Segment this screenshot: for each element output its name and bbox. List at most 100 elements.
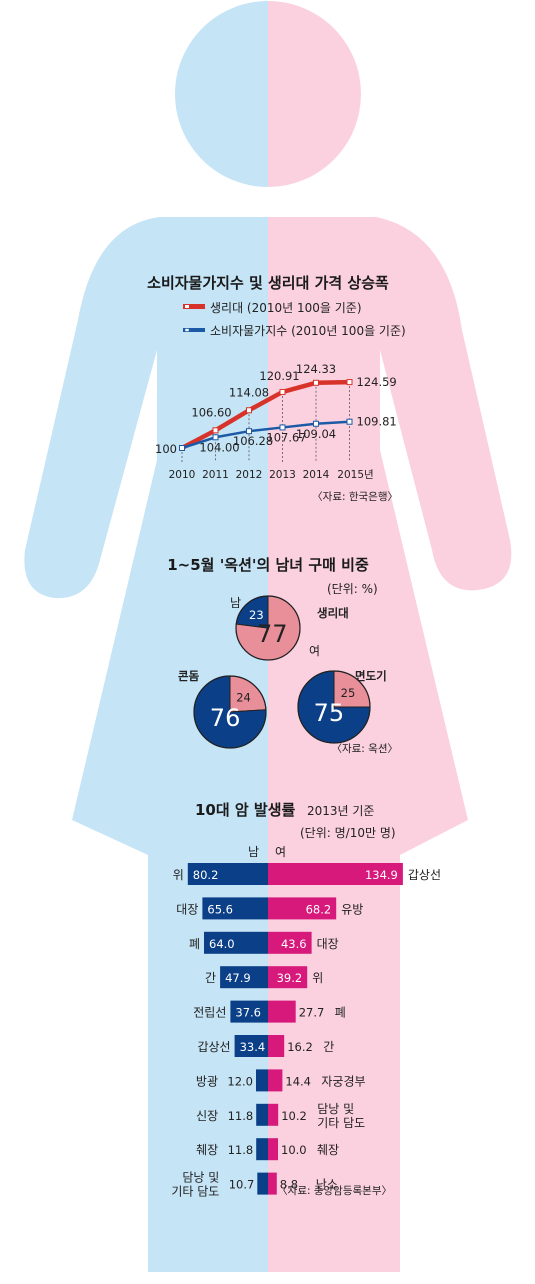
data-point — [313, 379, 319, 386]
pie-label-condom: 콘돔 — [178, 669, 200, 683]
data-point — [246, 407, 252, 414]
pie-legend-female: 여 — [309, 644, 320, 658]
pie-label-razor: 면도기 — [355, 669, 387, 683]
bar-category-female: 폐 — [335, 1006, 346, 1020]
bar-value-female: 8.8 — [280, 1178, 298, 1192]
pie-value-minor: 23 — [249, 608, 264, 622]
cancer-bars: 80.2 위 65.6 대장 64.0 폐 47.9 간 37.6 전립선 33.4 갑상선 12.0 방… — [171, 863, 441, 1199]
bar-category-male: 방광 — [196, 1074, 218, 1088]
line-chart-title: 소비자물가지수 및 생리대 가격 상승폭 — [147, 274, 389, 292]
bar-value-male: 12.0 — [227, 1074, 253, 1088]
value-label-pad-price: 120.91 — [259, 369, 299, 383]
pie-value-minor: 24 — [236, 691, 251, 705]
value-label-cpi: 106.28 — [233, 434, 273, 448]
value-label-pad-price: 106.60 — [191, 405, 231, 419]
data-point — [346, 418, 353, 425]
value-label-pad-price: 100 — [155, 442, 177, 456]
value-label-pad-price: 124.33 — [296, 362, 336, 376]
bar-category-female: 갑상선 — [408, 868, 441, 882]
line-chart-plot: 2010 2011 2012 2013 2014 2015년 100 106.60 114.08… — [155, 362, 397, 481]
bar-value-female: 16.2 — [287, 1040, 313, 1054]
pie-label-pad: 생리대 — [317, 606, 349, 620]
bar-female — [268, 966, 308, 989]
bar-value-female: 39.2 — [277, 971, 303, 985]
bar-female — [268, 1172, 277, 1195]
bar-male — [202, 897, 268, 920]
pie-source: 〈자료: 옥션〉 — [331, 743, 398, 755]
bar-value-female: 10.0 — [281, 1143, 307, 1157]
bar-female — [268, 1103, 279, 1126]
cancer-chart-unit: (단위: 명/10만 명) — [300, 826, 396, 840]
cancer-source: 〈자료: 중앙암등록본부〉 — [277, 1185, 392, 1197]
bar-value-male: 11.8 — [228, 1109, 254, 1123]
pie-legend-male: 남 — [230, 596, 241, 610]
bar-category-male: 담낭 및 — [182, 1171, 219, 1185]
bar-category-female: 난소 — [316, 1178, 338, 1192]
value-label-cpi: 109.81 — [357, 415, 397, 429]
value-label-cpi: 104.00 — [199, 440, 239, 454]
data-point — [279, 424, 286, 431]
value-label-pad-price: 114.08 — [229, 385, 269, 399]
data-point — [246, 428, 252, 435]
series-line-cpi — [181, 420, 350, 450]
bar-value-female: 43.6 — [281, 937, 307, 951]
legend-item-pad-price: 생리대 (2010년 100을 기준) — [183, 301, 362, 315]
bar-female — [268, 1138, 278, 1161]
bar-category-male: 간 — [205, 971, 216, 985]
data-point — [279, 388, 286, 395]
bar-category-male: 대장 — [176, 902, 198, 916]
value-label-pad-price: 124.59 — [357, 375, 397, 389]
bar-category-male: 갑상선 — [197, 1040, 230, 1054]
bar-female — [268, 1035, 285, 1057]
bar-category-female: 담낭 및 — [317, 1102, 354, 1116]
pie-value-minor: 25 — [341, 686, 356, 700]
bar-category-male: 폐 — [189, 937, 200, 951]
bar-value-female: 27.7 — [299, 1006, 325, 1020]
data-point — [212, 434, 219, 441]
cancer-chart-title: 10대 암 발생률 — [195, 801, 296, 819]
bar-value-male: 10.7 — [229, 1178, 255, 1192]
legend-label-pad-price: 생리대 (2010년 100을 기준) — [210, 301, 362, 315]
bar-value-female: 10.2 — [281, 1109, 307, 1123]
bar-category-male: 위 — [173, 868, 184, 882]
bar-male — [230, 1000, 268, 1023]
bar-value-male: 64.0 — [209, 937, 235, 951]
bar-category-female: 간 — [323, 1040, 334, 1054]
bar-value-male: 37.6 — [235, 1006, 261, 1020]
bar-category-male: 전립선 — [193, 1006, 226, 1020]
line-chart-section: 소비자물가지수 및 생리대 가격 상승폭 생리대 (2010년 100을 기준)… — [147, 274, 406, 503]
bar-value-male: 47.9 — [225, 971, 251, 985]
pie-value-major: 77 — [257, 620, 288, 648]
bar-value-female: 134.9 — [365, 868, 398, 882]
value-label-cpi: 107.67 — [266, 430, 306, 444]
cancer-bar-section: 10대 암 발생률 2013년 기준 (단위: 명/10만 명) 남 여 80.… — [171, 801, 441, 1199]
x-tick-label: 2013 — [269, 469, 296, 481]
legend-label-cpi: 소비자물가지수 (2010년 100을 기준) — [210, 324, 406, 338]
cancer-header-male: 남 — [248, 845, 259, 859]
bar-category-female: 기타 담도 — [317, 1116, 365, 1130]
pie-value-major: 75 — [314, 699, 345, 727]
pie-outline — [193, 675, 267, 749]
cancer-chart-subtitle: 2013년 기준 — [307, 804, 374, 818]
x-tick-label: 2015년 — [337, 469, 373, 481]
line-chart-source: 〈자료: 한국은행〉 — [312, 491, 398, 503]
bar-value-female: 14.4 — [285, 1074, 311, 1088]
data-point — [212, 427, 219, 434]
cancer-header-female: 여 — [275, 845, 286, 859]
bar-male — [234, 1035, 268, 1057]
pie-section-title: 1~5월 '옥션'의 남녀 구매 비중 — [167, 556, 369, 574]
bar-male — [220, 966, 268, 989]
bar-value-male: 65.6 — [207, 902, 233, 916]
bar-category-female: 대장 — [317, 937, 339, 951]
x-tick-label: 2011 — [202, 469, 229, 481]
legend-item-cpi: 소비자물가지수 (2010년 100을 기준) — [183, 324, 406, 338]
bar-male — [187, 863, 268, 885]
bar-female — [268, 931, 312, 954]
line-legend: 생리대 (2010년 100을 기준) 소비자물가지수 (2010년 100을 … — [183, 301, 406, 338]
x-tick-label: 2010 — [169, 469, 196, 481]
pie-outline — [235, 595, 301, 661]
